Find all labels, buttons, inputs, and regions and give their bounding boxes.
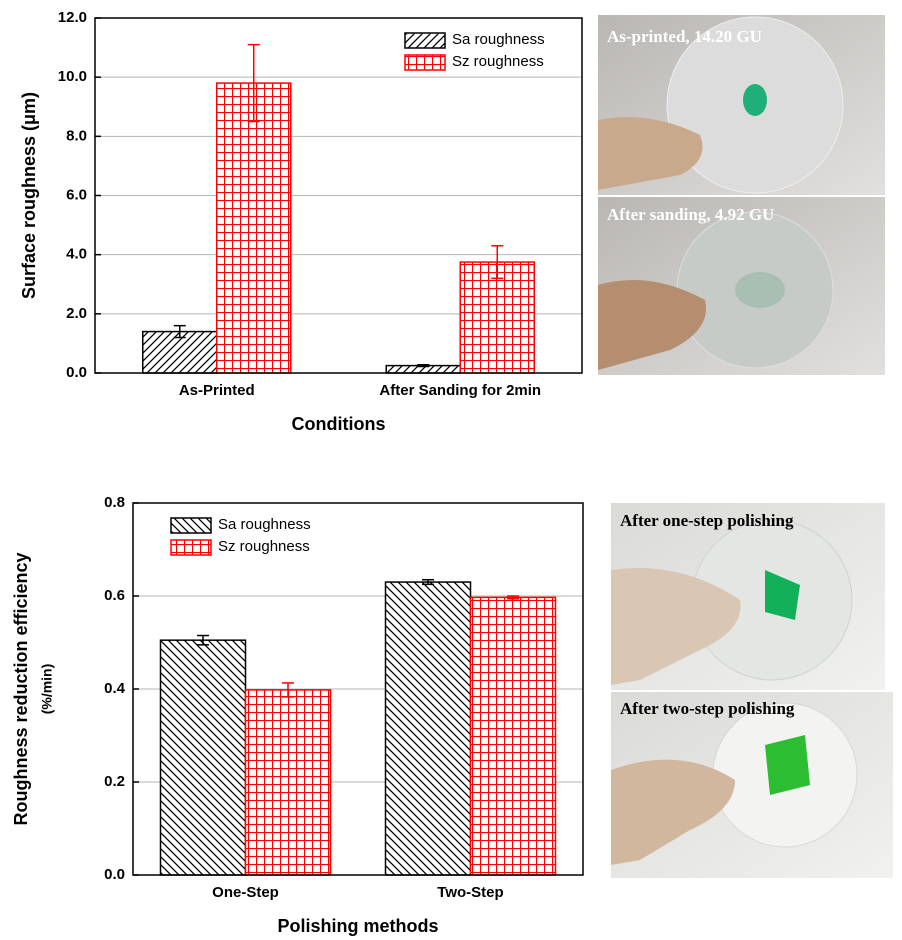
y-axis-label: Roughness reduction efficiency	[11, 552, 31, 825]
bar	[471, 597, 556, 875]
y-tick-label: 4.0	[66, 246, 87, 263]
y-tick-label: 0.0	[104, 866, 125, 883]
legend-label: Sa roughness	[218, 516, 311, 533]
x-axis-label: Conditions	[292, 414, 386, 434]
bar	[246, 690, 331, 875]
bar	[161, 640, 246, 875]
bar	[386, 582, 471, 875]
photo-label: After sanding, 4.92 GU	[607, 205, 774, 224]
x-tick-label: One-Step	[212, 884, 279, 901]
y-tick-label: 6.0	[66, 186, 87, 203]
y-tick-label: 0.6	[104, 587, 125, 604]
y-tick-label: 0.0	[66, 364, 87, 381]
x-tick-label: After Sanding for 2min	[379, 382, 541, 399]
y-axis-label: (%/min)	[39, 664, 55, 715]
y-tick-label: 2.0	[66, 305, 87, 322]
legend-label: Sz roughness	[218, 538, 310, 555]
legend-label: Sz roughness	[452, 53, 544, 70]
x-tick-label: Two-Step	[437, 884, 503, 901]
y-tick-label: 0.2	[104, 773, 125, 790]
legend-swatch	[171, 540, 211, 555]
y-axis-label: Surface roughness (μm)	[19, 92, 39, 299]
photo-label: After two-step polishing	[620, 699, 795, 718]
y-tick-label: 0.4	[104, 680, 126, 697]
photo-label: After one-step polishing	[620, 511, 794, 530]
photo-panel	[598, 15, 893, 878]
y-tick-label: 10.0	[58, 68, 87, 85]
legend-swatch	[405, 55, 445, 70]
x-tick-label: As-Printed	[179, 382, 255, 399]
y-tick-label: 8.0	[66, 127, 87, 144]
figure: As-printed, 14.20 GU After sanding, 4.92…	[0, 0, 902, 940]
x-axis-label: Polishing methods	[277, 916, 438, 936]
legend-swatch	[171, 518, 211, 533]
y-tick-label: 12.0	[58, 9, 87, 26]
photo-label: As-printed, 14.20 GU	[607, 27, 762, 46]
bar	[217, 83, 291, 373]
legend-label: Sa roughness	[452, 31, 545, 48]
y-tick-label: 0.8	[104, 494, 125, 511]
legend-swatch	[405, 33, 445, 48]
